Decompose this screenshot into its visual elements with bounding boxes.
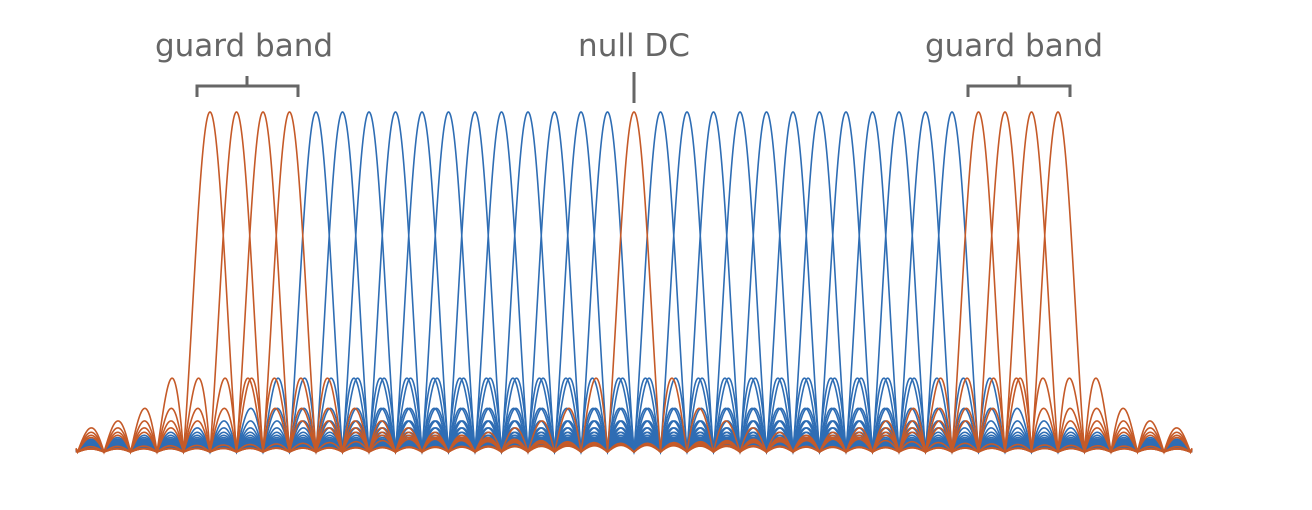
guard-subcarrier-curve [75, 111, 1193, 455]
data-subcarrier-curve [75, 111, 1193, 455]
data-subcarrier-curve [75, 111, 1193, 455]
data-subcarrier-curve [75, 111, 1193, 455]
null-dc-label: null DC [578, 28, 690, 64]
data-subcarrier-curve [75, 111, 1193, 455]
data-subcarrier-curve [75, 111, 1193, 455]
guard-subcarrier-curve [75, 111, 1193, 455]
data-subcarrier-curve [75, 111, 1193, 455]
subcarrier-curves [75, 111, 1193, 455]
data-subcarrier-curve [75, 111, 1193, 455]
right-guard-band-bracket [966, 76, 1072, 97]
data-subcarrier-curve [75, 111, 1193, 455]
data-subcarrier-curve [75, 111, 1193, 455]
data-subcarrier-curve [75, 111, 1193, 455]
guard-subcarrier-curve [75, 111, 1193, 455]
guard-subcarrier-curve [75, 111, 1193, 455]
data-subcarrier-curve [75, 111, 1193, 455]
left-guard-band-bracket [195, 76, 300, 97]
guard-subcarrier-curve [75, 111, 1193, 455]
null-dc-subcarrier-curve [75, 111, 1193, 455]
data-subcarrier-curve [75, 111, 1193, 455]
data-subcarrier-curve [75, 111, 1193, 455]
data-subcarrier-curve [75, 111, 1193, 455]
left-guard-band-label: guard band [155, 28, 333, 64]
guard-subcarrier-curve [75, 111, 1193, 455]
guard-subcarrier-curve [75, 111, 1193, 455]
guard-subcarrier-curve [75, 111, 1193, 455]
data-subcarrier-curve [75, 111, 1193, 455]
data-subcarrier-curve [75, 111, 1193, 455]
data-subcarrier-curve [75, 111, 1193, 455]
data-subcarrier-curve [75, 111, 1193, 455]
data-subcarrier-curve [75, 111, 1193, 455]
data-subcarrier-curve [75, 111, 1193, 455]
data-subcarrier-curve [75, 111, 1193, 455]
right-guard-band-label: guard band [925, 28, 1103, 64]
data-subcarrier-curve [75, 111, 1193, 455]
data-subcarrier-curve [75, 111, 1193, 455]
data-subcarrier-curve [75, 111, 1193, 455]
